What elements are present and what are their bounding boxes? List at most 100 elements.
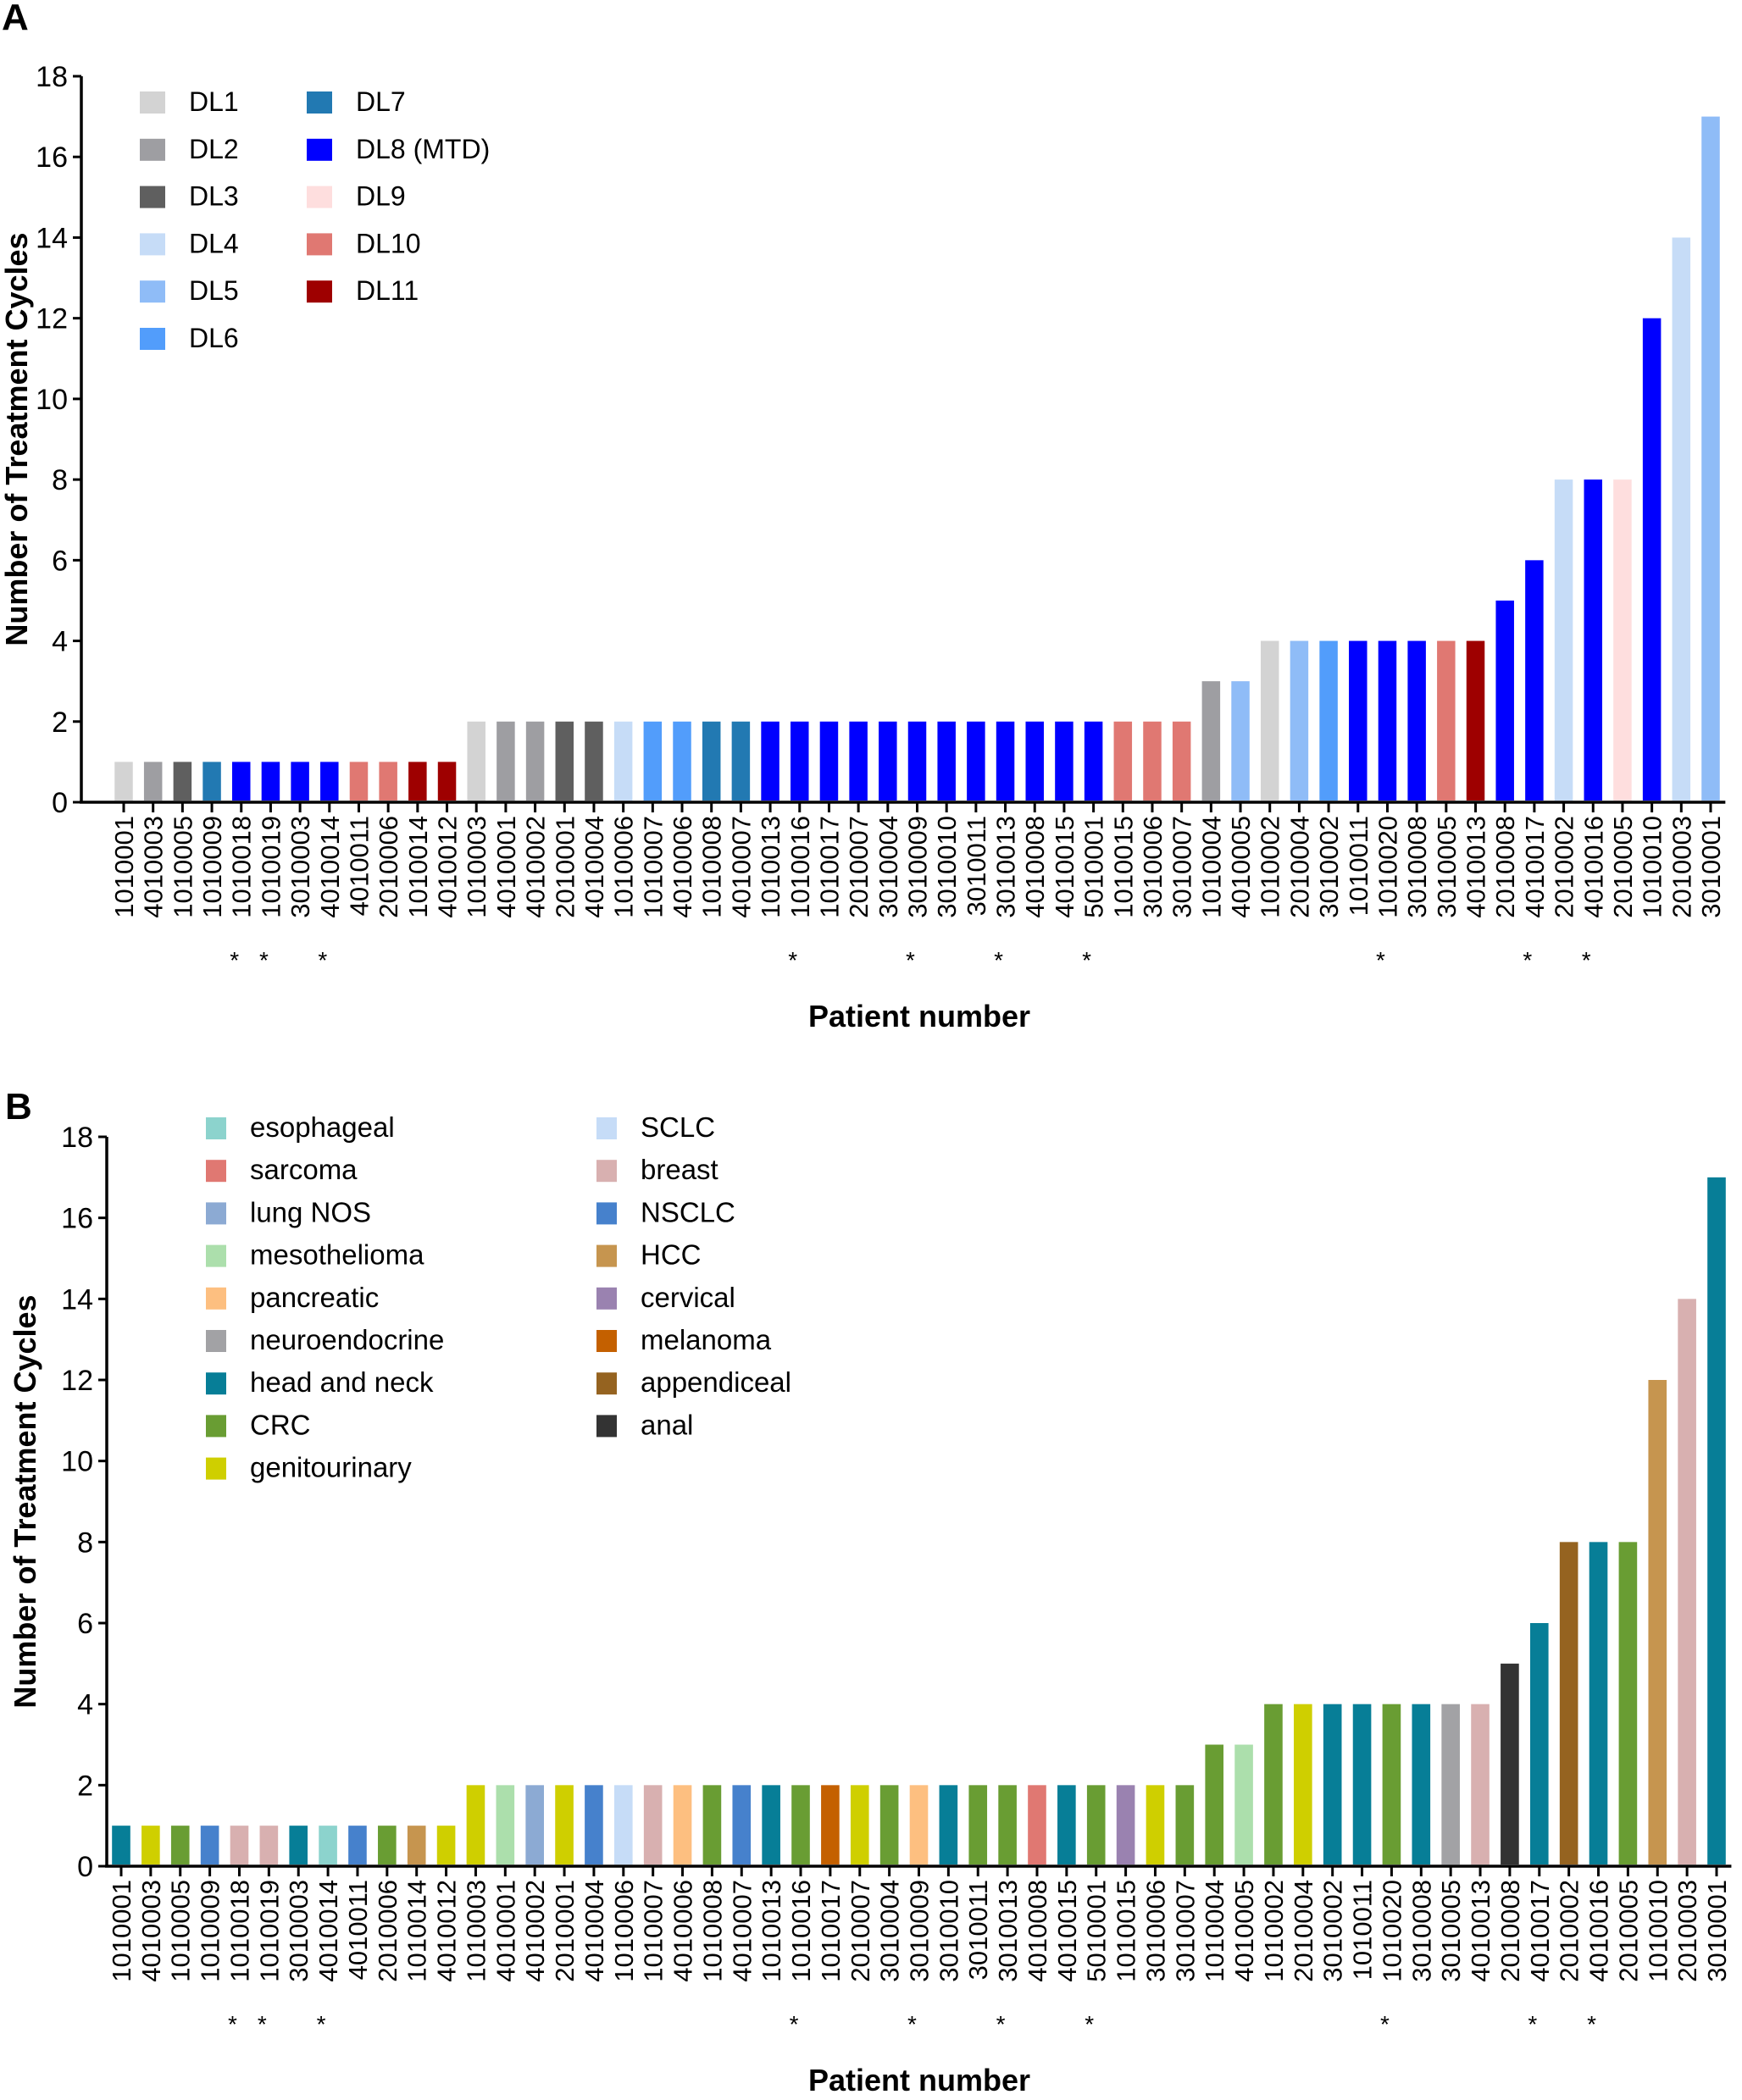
bar bbox=[762, 1785, 780, 1865]
x-tick-label: 5010001 bbox=[1082, 1880, 1112, 1982]
x-tick-label: 1010019 bbox=[256, 816, 286, 918]
x-tick-label: 1010014 bbox=[403, 816, 433, 918]
legend-item: DL7 bbox=[307, 86, 406, 117]
bar bbox=[289, 1826, 308, 1865]
legend-label: DL5 bbox=[189, 275, 239, 306]
x-tick-label: 3010002 bbox=[1314, 816, 1344, 918]
bar bbox=[1707, 1177, 1726, 1865]
bar bbox=[1584, 479, 1603, 801]
bar bbox=[791, 721, 809, 801]
x-tick-label: 1010004 bbox=[1196, 816, 1226, 918]
y-tick-label: 14 bbox=[61, 1283, 93, 1316]
bar bbox=[1471, 1704, 1490, 1865]
x-tick-label: 4010007 bbox=[727, 1880, 757, 1982]
asterisk-marker: * bbox=[1085, 2011, 1094, 2037]
legend-item: melanoma bbox=[596, 1324, 772, 1355]
bar bbox=[909, 1785, 929, 1865]
bar bbox=[173, 762, 192, 801]
bar bbox=[996, 721, 1015, 801]
x-tick-label: 2010006 bbox=[373, 1880, 402, 1982]
bar bbox=[1501, 1663, 1519, 1865]
bar bbox=[1701, 116, 1720, 801]
bar bbox=[1055, 721, 1073, 801]
asterisk-marker: * bbox=[1528, 2011, 1537, 2037]
legend-swatch bbox=[140, 186, 165, 208]
x-tick-label: 2010002 bbox=[1550, 816, 1579, 918]
x-tick-label: 4010017 bbox=[1520, 816, 1550, 918]
legend-label: DL2 bbox=[189, 134, 239, 164]
x-tick-label: 1010018 bbox=[227, 816, 257, 918]
x-tick-label: 3010005 bbox=[1432, 816, 1462, 918]
asterisk-marker: * bbox=[788, 947, 797, 973]
bar bbox=[112, 1826, 130, 1865]
legend-label: HCC bbox=[641, 1239, 702, 1271]
bar bbox=[1378, 640, 1397, 801]
x-tick-label: 1010008 bbox=[697, 816, 727, 918]
x-tick-label: 3010002 bbox=[1318, 1880, 1348, 1982]
bar bbox=[320, 762, 339, 801]
bar bbox=[850, 1785, 869, 1865]
x-tick-label: 1010001 bbox=[109, 816, 139, 918]
bar bbox=[1437, 640, 1456, 801]
legend-label: DL8 (MTD) bbox=[356, 134, 490, 164]
x-tick-label: 1010009 bbox=[196, 1880, 225, 1982]
legend-label: anal bbox=[641, 1409, 693, 1440]
x-tick-label: 1010002 bbox=[1259, 1880, 1289, 1982]
y-tick-label: 18 bbox=[61, 1122, 93, 1154]
y-tick-label: 6 bbox=[52, 545, 68, 577]
legend-item: DL8 (MTD) bbox=[307, 134, 490, 164]
bar bbox=[525, 721, 545, 801]
x-tick-label: 3010004 bbox=[874, 816, 903, 918]
legend-swatch bbox=[206, 1160, 226, 1183]
y-tick-label: 16 bbox=[36, 141, 68, 174]
x-tick-label: 1010006 bbox=[609, 1880, 639, 1982]
legend-swatch bbox=[307, 91, 332, 114]
bar bbox=[525, 1785, 544, 1865]
legend-label: esophageal bbox=[250, 1111, 395, 1143]
legend-item: sarcoma bbox=[206, 1154, 358, 1185]
y-tick-label: 12 bbox=[36, 303, 68, 335]
legend-swatch bbox=[206, 1372, 226, 1395]
legend-swatch bbox=[596, 1160, 617, 1183]
bar bbox=[761, 721, 779, 801]
bar bbox=[1290, 640, 1309, 801]
x-tick-label: 4010008 bbox=[1023, 1880, 1052, 1982]
legend-swatch bbox=[140, 91, 165, 114]
bar bbox=[1143, 721, 1162, 801]
x-tick-label: 3010006 bbox=[1138, 816, 1168, 918]
x-tick-label: 1010020 bbox=[1373, 816, 1402, 918]
y-tick-label: 14 bbox=[36, 222, 68, 254]
x-tick-label: 4010013 bbox=[1466, 1880, 1495, 1982]
legend-swatch bbox=[596, 1202, 617, 1225]
x-tick-label: 1010017 bbox=[816, 1880, 846, 1982]
x-tick-label: 3010008 bbox=[1406, 1880, 1436, 1982]
bar bbox=[379, 762, 397, 801]
x-tick-label: 2010007 bbox=[846, 1880, 875, 1982]
legend: esophageal sarcoma lung NOS mesothelioma pan… bbox=[206, 1111, 791, 1483]
x-tick-label: 2010005 bbox=[1613, 1880, 1643, 1982]
legend-item: DL3 bbox=[140, 181, 239, 212]
bar bbox=[496, 1785, 515, 1865]
y-tick-label: 2 bbox=[52, 706, 68, 739]
x-tick-label: 4010011 bbox=[344, 816, 374, 916]
bar bbox=[791, 1785, 810, 1865]
y-tick-label: 0 bbox=[52, 787, 68, 819]
x-tick-label: 1010003 bbox=[461, 1880, 491, 1982]
bar bbox=[1589, 1542, 1608, 1865]
legend-item: DL11 bbox=[307, 275, 419, 306]
bar bbox=[1672, 237, 1691, 801]
legend-label: CRC bbox=[250, 1409, 311, 1440]
asterisk-marker: * bbox=[996, 2011, 1006, 2037]
x-tick-label: 1010001 bbox=[107, 1880, 136, 1982]
x-tick-label: 1010002 bbox=[1256, 816, 1285, 918]
legend-swatch bbox=[206, 1415, 226, 1438]
x-tick-label: 1010011 bbox=[1344, 816, 1373, 916]
x-tick-label: 1010005 bbox=[166, 1880, 196, 1982]
x-tick-label: 2010008 bbox=[1495, 1880, 1525, 1982]
asterisk-marker: * bbox=[994, 947, 1003, 973]
x-tick-label: 4010005 bbox=[1229, 1880, 1259, 1982]
y-tick-label: 16 bbox=[61, 1203, 93, 1235]
bar bbox=[967, 721, 985, 801]
